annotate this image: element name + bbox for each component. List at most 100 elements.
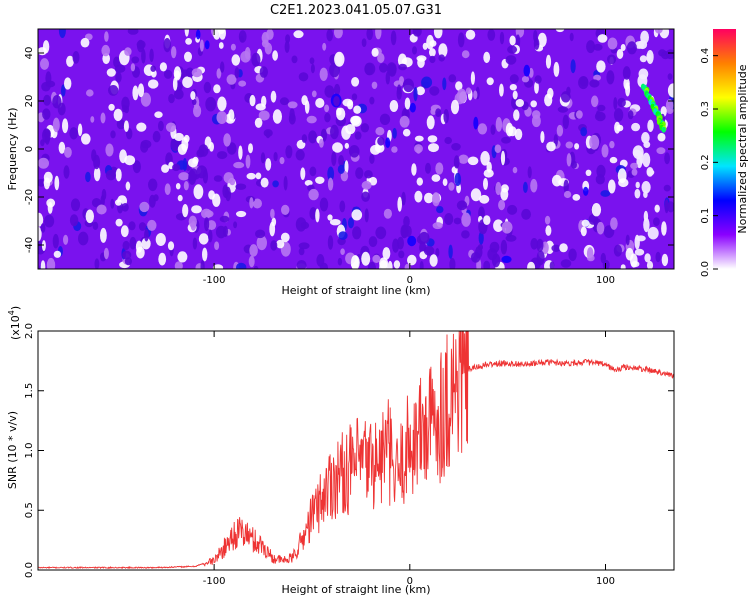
snr-y-tick-label: 1.5 [24, 383, 35, 399]
heatmap-speckle [234, 67, 240, 79]
heatmap-speckle [351, 209, 363, 221]
heatmap-speckle [150, 65, 156, 72]
heatmap-speckle [644, 253, 651, 263]
heatmap-speckle [382, 247, 391, 260]
heatmap-speckle [523, 64, 531, 77]
heatmap-speckle [276, 239, 285, 249]
heatmap-speckle [104, 31, 109, 42]
heatmap-speckle [627, 110, 634, 120]
heatmap-speckle [473, 90, 478, 100]
heatmap-speckle [231, 54, 241, 66]
heatmap-speckle [120, 225, 129, 238]
heatmap-speckle [127, 29, 139, 35]
heatmap-speckle [483, 51, 491, 64]
heatmap-speckle [536, 250, 545, 266]
heatmap-speckle [453, 217, 462, 225]
heatmap-speckle [454, 172, 462, 186]
heatmap-speckle [581, 219, 590, 227]
heatmap-speckle [371, 47, 379, 57]
heatmap-speckle [183, 181, 189, 191]
heatmap-speckle [569, 32, 574, 42]
heatmap-speckle [295, 149, 305, 161]
heatmap-speckle [426, 115, 435, 130]
heatmap-speckle [654, 204, 660, 213]
heatmap-speckle [92, 221, 99, 230]
heatmap-speckle [375, 127, 385, 136]
heatmap-speckle [594, 111, 606, 122]
heatmap-speckle [148, 178, 158, 192]
heatmap-speckle [105, 169, 116, 181]
heatmap-speckle [563, 179, 569, 194]
heatmap-speckle [423, 246, 435, 256]
heatmap-speckle [304, 180, 313, 186]
heatmap-speckle [544, 93, 553, 107]
heatmap-speckle [216, 111, 228, 124]
heatmap-speckle [409, 102, 416, 113]
heatmap-speckle [470, 252, 481, 263]
heatmap-speckle [352, 226, 362, 240]
heatmap-speckle [534, 75, 542, 84]
heatmap-speckle [478, 231, 484, 245]
heatmap-speckle [190, 91, 196, 100]
heatmap-speckle [333, 29, 343, 39]
heatmap-speckle [465, 29, 476, 40]
heatmap-speckle [428, 143, 439, 153]
heatmap-speckle [315, 176, 325, 184]
heatmap-speckle [61, 84, 66, 97]
heatmap-speckle [334, 83, 341, 96]
heatmap-speckle [639, 55, 648, 63]
heatmap-speckle [284, 40, 290, 53]
heatmap-speckle [560, 259, 572, 268]
heatmap-speckle [163, 38, 171, 53]
heatmap-speckle [413, 87, 418, 102]
heatmap-speckle [643, 141, 651, 149]
heatmap-speckle [515, 99, 524, 107]
heatmap-speckle [327, 235, 334, 250]
heatmap-speckle [115, 199, 122, 206]
heatmap-speckle [364, 170, 373, 179]
heatmap-speckle [273, 151, 278, 162]
snr-y-multiplier-exp: 4 [7, 310, 16, 315]
heatmap-speckle [279, 97, 289, 106]
heatmap-speckle [351, 115, 362, 127]
heatmap-speckle [657, 132, 666, 142]
heatmap-speckle [456, 200, 468, 211]
heatmap-speckle [398, 250, 405, 259]
snr-y-tick-label: 1.0 [24, 443, 35, 459]
heatmap-speckle [69, 214, 79, 227]
heatmap-speckle [404, 263, 411, 269]
heatmap-speckle [402, 128, 411, 137]
heatmap-speckle [251, 52, 261, 67]
heatmap-speckle [656, 147, 666, 155]
heatmap-speckle [272, 109, 282, 124]
heatmap-speckle [72, 51, 80, 64]
heatmap-speckle [200, 259, 205, 269]
heatmap-speckle [332, 142, 343, 153]
heatmap-speckle [501, 255, 512, 263]
heatmap-speckle [393, 260, 401, 269]
heatmap-speckle [360, 123, 370, 133]
heatmap-speckle [301, 134, 308, 143]
heatmap-speckle [412, 46, 417, 55]
heatmap-speckle [255, 103, 266, 111]
heatmap-speckle [233, 221, 238, 229]
snr-panel: -100 0 100 0.0 0.5 1.0 1.5 2.0 Height of straig… [6, 306, 675, 596]
heatmap-speckle [369, 96, 375, 105]
heatmap-speckle [442, 77, 447, 91]
heatmap-speckle [223, 133, 231, 147]
heatmap-speckle [308, 188, 319, 201]
heatmap-speckle [110, 198, 115, 209]
heatmap-speckle [536, 238, 544, 253]
heatmap-speckle [285, 145, 293, 159]
heatmap-speckle [424, 192, 434, 204]
heatmap-speckle [625, 247, 634, 261]
heatmap-speckle [91, 198, 102, 208]
heatmap-speckle [80, 37, 90, 48]
colorbar-ticks: 0.0 0.1 0.2 0.3 0.4 [700, 48, 718, 277]
heatmap-speckle [213, 29, 221, 40]
heatmap-speckle [269, 221, 276, 237]
heatmap-speckle [315, 208, 320, 223]
snr-y-multiplier-base: (x10 [9, 315, 22, 340]
heatmap-speckle [509, 35, 516, 46]
